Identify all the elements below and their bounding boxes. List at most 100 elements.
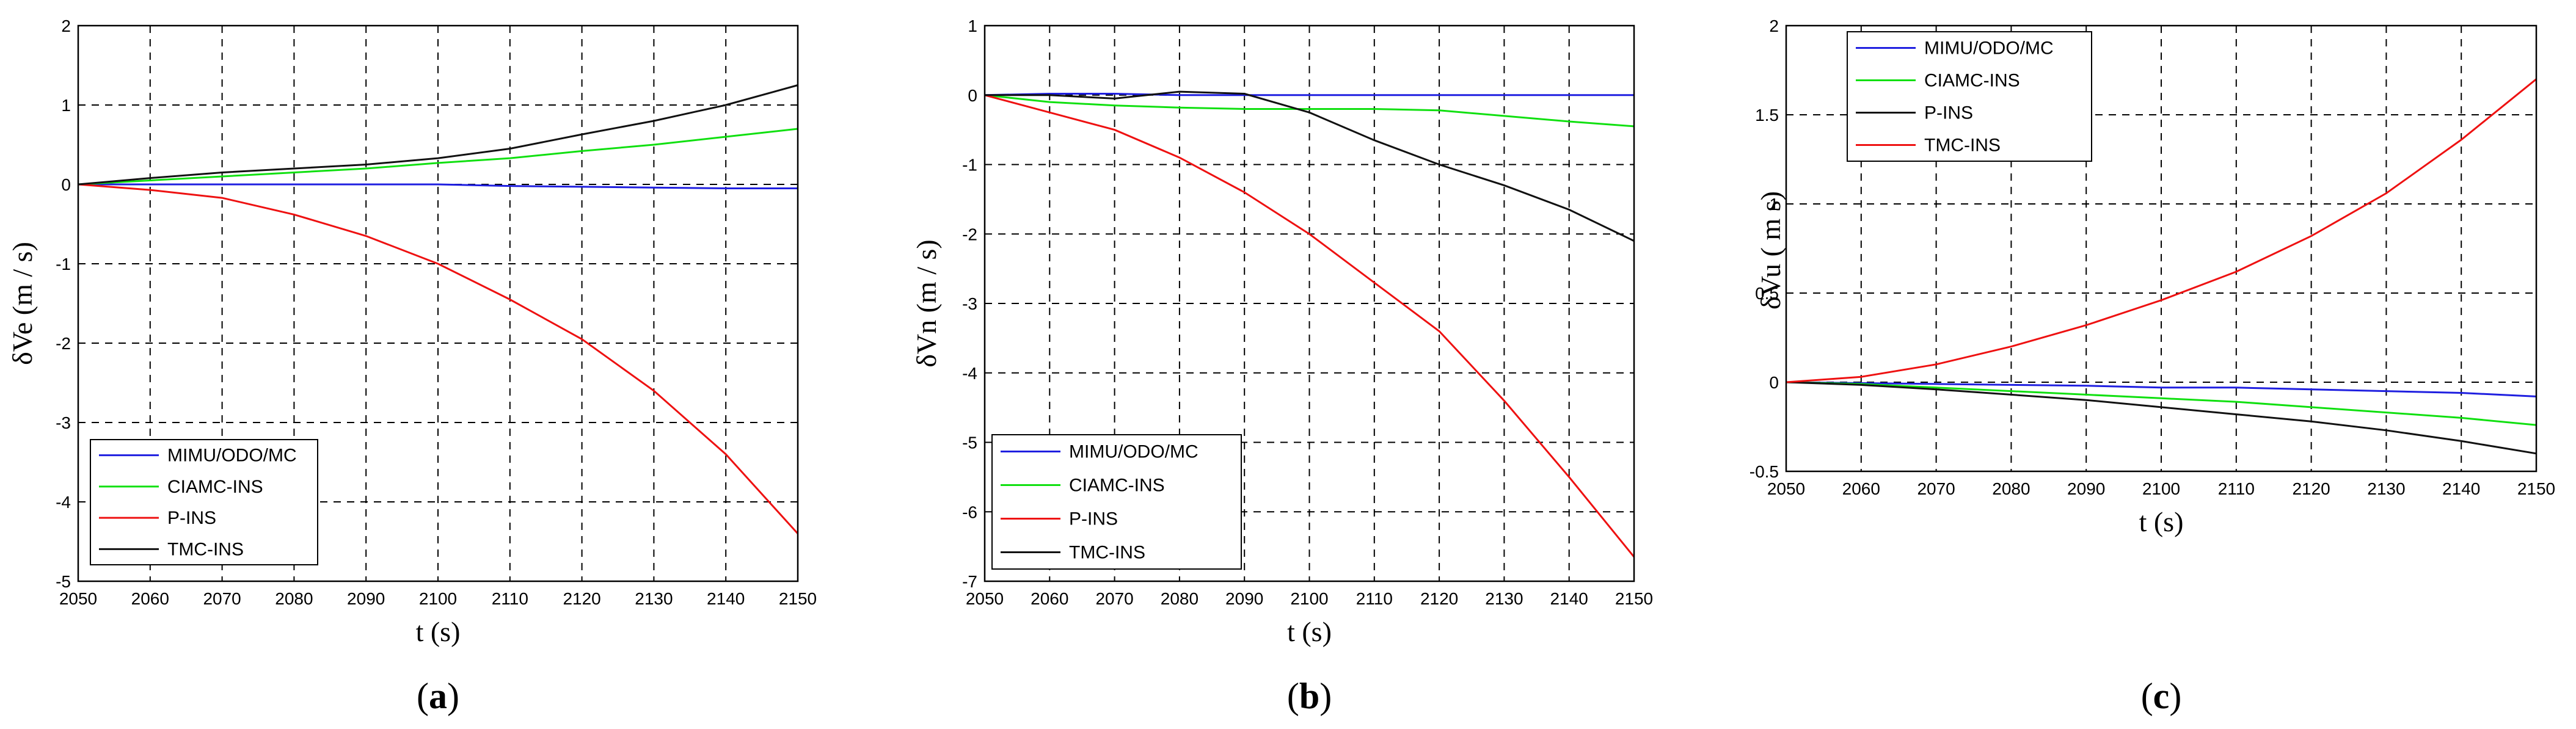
x-tick-label: 2100 bbox=[1290, 589, 1328, 608]
panel-label: (a) bbox=[417, 676, 459, 716]
x-tick-label: 2130 bbox=[1485, 589, 1523, 608]
y-tick-label: 0 bbox=[1769, 373, 1779, 392]
axes-frame bbox=[1785, 24, 2538, 473]
legend: MIMU/ODO/MC CIAMC-INS P-INS TMC-INS bbox=[991, 434, 1242, 570]
series-line-tmc-ins bbox=[985, 90, 1635, 242]
x-tick-label: 2110 bbox=[1356, 589, 1393, 608]
x-tick-label: 2140 bbox=[707, 589, 745, 608]
legend-label: CIAMC-INS bbox=[1069, 476, 1165, 496]
x-tick-label: 2140 bbox=[1550, 589, 1588, 608]
x-tick-label: 2080 bbox=[275, 589, 313, 608]
series-line-ciamc-ins bbox=[1786, 381, 2537, 426]
chart-panel-c: 2050 2060 2070 2080 2090 2100 2110 2120 2130 2140… bbox=[1750, 16, 2555, 716]
series-line-tmc-ins bbox=[78, 84, 798, 186]
y-tick-label: -1 bbox=[56, 255, 71, 274]
y-tick-label: 0.5 bbox=[1755, 284, 1779, 303]
series-line-mimu-odo-mc bbox=[1786, 381, 2537, 397]
x-tick-label: 2110 bbox=[492, 589, 528, 608]
y-tick-label: 2 bbox=[61, 16, 71, 35]
y-tick-label: -6 bbox=[962, 502, 977, 521]
series-line-ciamc-ins bbox=[78, 128, 798, 186]
y-tick-label: -0.5 bbox=[1750, 462, 1779, 481]
y-tick-label: -7 bbox=[962, 572, 977, 591]
x-tick-label: 2090 bbox=[347, 589, 385, 608]
series-line-tmc-ins bbox=[1786, 78, 2537, 383]
y-tick-label: -5 bbox=[962, 433, 977, 452]
legend-label: TMC-INS bbox=[1069, 543, 1145, 563]
y-axis-label: δVu ( m s) bbox=[1755, 191, 1786, 310]
x-tick-label: 2100 bbox=[419, 589, 457, 608]
panel-label: (c) bbox=[2141, 676, 2182, 716]
legend-label: CIAMC-INS bbox=[167, 477, 263, 497]
x-tick-label: 2140 bbox=[2442, 479, 2480, 498]
y-tick-label: -3 bbox=[962, 294, 977, 313]
legend-box bbox=[991, 434, 1242, 570]
legend: MIMU/ODO/MC CIAMC-INS P-INS TMC-INS bbox=[1847, 31, 2092, 162]
x-tick-label: 2050 bbox=[1767, 479, 1805, 498]
legend-label: MIMU/ODO/MC bbox=[1069, 442, 1199, 462]
axes-frame bbox=[77, 24, 799, 582]
x-tick-label: 2150 bbox=[2517, 479, 2555, 498]
series-line-mimu-odo-mc bbox=[78, 183, 798, 189]
x-tick-label: 2130 bbox=[2367, 479, 2405, 498]
series-line-ciamc-ins bbox=[984, 94, 1635, 128]
y-tick-label: -2 bbox=[56, 334, 71, 353]
legend-label: MIMU/ODO/MC bbox=[1924, 38, 2054, 59]
y-axis-label: δVn (m / s) bbox=[911, 239, 942, 368]
y-tick-label: 1 bbox=[1769, 195, 1779, 214]
y-tick-label: 2 bbox=[1769, 16, 1779, 35]
legend-box bbox=[1847, 31, 2092, 162]
x-tick-label: 2120 bbox=[1420, 589, 1458, 608]
x-tick-label: 2070 bbox=[1917, 479, 1955, 498]
x-tick-label: 2120 bbox=[2292, 479, 2330, 498]
series-line-p-ins bbox=[78, 183, 799, 535]
chart-panel-b: 2050 2060 2070 2080 2090 2100 2110 2120 2130 2140… bbox=[911, 16, 1653, 716]
x-tick-label: 2150 bbox=[779, 589, 817, 608]
y-tick-label: -1 bbox=[962, 156, 977, 175]
legend: MIMU/ODO/MC CIAMC-INS P-INS TMC-INS bbox=[90, 439, 318, 565]
series-line-mimu-odo-mc bbox=[984, 93, 1634, 96]
x-tick-label: 2080 bbox=[1161, 589, 1199, 608]
legend-label: TMC-INS bbox=[1924, 136, 2001, 156]
y-tick-label: -4 bbox=[962, 364, 977, 383]
x-tick-label: 2130 bbox=[635, 589, 673, 608]
axes-frame bbox=[983, 24, 1635, 582]
legend-label: P-INS bbox=[1069, 509, 1118, 529]
x-tick-label: 2050 bbox=[59, 589, 97, 608]
y-tick-label: 1 bbox=[968, 16, 977, 35]
panel-label: (b) bbox=[1287, 676, 1332, 716]
y-tick-label: -5 bbox=[56, 572, 71, 591]
legend-label: TMC-INS bbox=[167, 539, 244, 559]
legend-label: P-INS bbox=[1924, 103, 1973, 123]
legend-box bbox=[90, 439, 318, 565]
x-tick-label: 2050 bbox=[966, 589, 1004, 608]
x-tick-label: 2060 bbox=[131, 589, 169, 608]
y-tick-label: -2 bbox=[962, 225, 977, 244]
x-tick-label: 2060 bbox=[1842, 479, 1880, 498]
x-tick-label: 2120 bbox=[563, 589, 600, 608]
legend-label: P-INS bbox=[167, 508, 216, 528]
x-tick-label: 2070 bbox=[203, 589, 241, 608]
x-tick-label: 2070 bbox=[1095, 589, 1133, 608]
x-tick-label: 2110 bbox=[2218, 479, 2255, 498]
y-tick-label: 1.5 bbox=[1755, 106, 1779, 125]
x-tick-label: 2150 bbox=[1615, 589, 1653, 608]
x-tick-label: 2060 bbox=[1031, 589, 1068, 608]
x-tick-label: 2090 bbox=[1225, 589, 1263, 608]
y-tick-label: 0 bbox=[968, 86, 977, 105]
x-tick-label: 2090 bbox=[2067, 479, 2105, 498]
y-tick-label: 1 bbox=[61, 96, 71, 115]
y-tick-label: -4 bbox=[56, 493, 71, 512]
x-tick-label: 2080 bbox=[1992, 479, 2030, 498]
y-axis-label: δVe (m / s) bbox=[7, 242, 38, 365]
series-line-p-ins bbox=[984, 94, 1635, 558]
x-axis-label: t (s) bbox=[416, 616, 461, 647]
y-tick-label: -3 bbox=[56, 413, 71, 432]
legend-label: CIAMC-INS bbox=[1924, 71, 2020, 91]
legend-label: MIMU/ODO/MC bbox=[167, 446, 297, 466]
x-axis-label: t (s) bbox=[1287, 616, 1332, 647]
chart-panel-a: 2050 2060 2070 2080 2090 2100 2110 2120 2130 2140… bbox=[7, 16, 817, 716]
y-tick-label: 0 bbox=[61, 175, 71, 194]
x-axis-label: t (s) bbox=[2139, 506, 2184, 537]
